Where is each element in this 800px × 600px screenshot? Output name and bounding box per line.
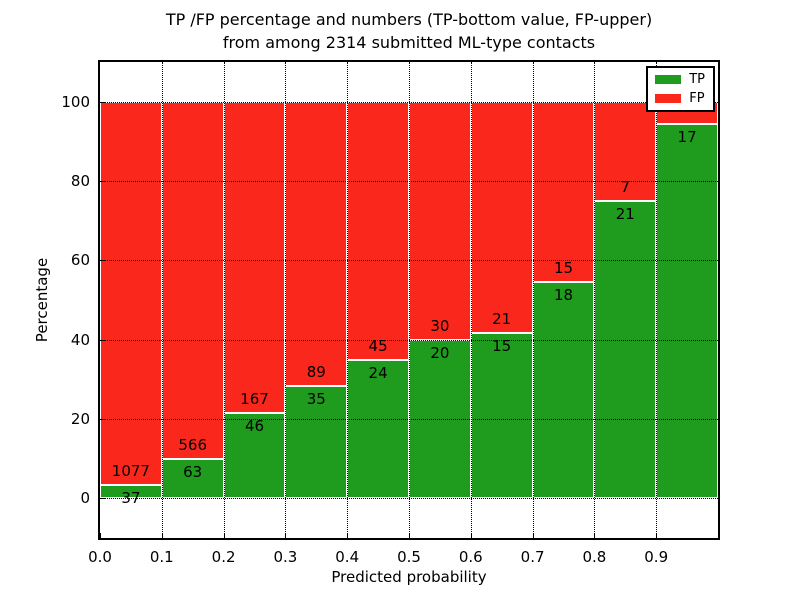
tp-count-label: 17 [677,127,697,146]
vertical-gridline [347,62,349,538]
fp-count-label: 89 [306,363,326,382]
x-tick-label: 0.3 [273,548,298,566]
x-tick-label: 0.2 [211,548,236,566]
tp-bar-segment [594,200,657,499]
tp-count-label: 21 [615,204,635,223]
y-tick-label: 100 [61,92,90,111]
y-tick-mark [100,101,105,103]
vertical-gridline [470,62,472,538]
y-tick-mark [100,498,105,500]
x-tick-mark [594,533,596,538]
x-tick-label: 0.6 [458,548,483,566]
fp-bar-segment [285,101,348,387]
fp-bar-segment [161,101,224,459]
fp-count-label: 7 [620,177,631,196]
legend-entry-tp: TP [655,72,705,87]
tp-bar-segment [532,281,595,499]
x-tick-mark [347,533,349,538]
x-axis-label: Predicted probability [331,568,487,586]
fp-count-label: 1077 [111,462,150,481]
fp-bar-segment [347,101,409,361]
x-tick-label: 0.7 [520,548,545,566]
x-tick-mark [656,533,658,538]
fp-bar-segment [409,101,471,340]
vertical-gridline [656,62,658,538]
y-tick-label: 80 [70,172,90,190]
tp-bar-segment [161,458,224,499]
x-tick-mark [223,533,225,538]
chart-title-line2: from among 2314 submitted ML-type contac… [222,33,596,52]
fp-count-label: 167 [240,389,269,408]
x-tick-mark [409,533,410,538]
y-tick-mark [100,339,105,341]
y-tick-label: 40 [70,330,90,349]
y-axis-label: Percentage [33,257,51,343]
tp-count-label: 18 [553,285,574,304]
tp-count-label: 46 [244,416,265,435]
tp-bar-segment [223,412,286,499]
y-tick-label: 0 [80,489,90,508]
tp-count-label: 63 [183,462,203,481]
fp-count-label: 30 [430,316,450,335]
x-tick-mark [532,533,534,538]
vertical-gridline [161,62,163,538]
x-tick-label: 0.1 [149,548,174,566]
tp-bar-segment [285,386,348,499]
vertical-gridline [594,62,596,538]
tp-count-label: 37 [121,489,141,508]
x-tick-label: 0.4 [335,548,360,566]
tp-count-label: 20 [430,343,450,362]
fp-count-label: 21 [492,310,512,329]
x-tick-mark [161,533,163,538]
y-tick-mark [100,181,105,182]
fp-count-label: 15 [553,258,574,277]
vertical-gridline [532,62,534,538]
legend: TP FP [646,66,715,112]
fp-bar-segment [470,101,533,334]
y-tick-label: 20 [70,410,90,428]
tp-legend-label: TP [689,72,705,87]
chart-title: TP /FP percentage and numbers (TP-bottom… [98,8,720,54]
chart-title-line1: TP /FP percentage and numbers (TP-bottom… [165,10,653,29]
vertical-gridline [285,62,287,538]
fp-bar-segment [223,101,286,413]
fp-bar-segment [100,101,162,486]
x-tick-mark [285,533,287,538]
fp-legend-label: FP [689,91,705,106]
tp-legend-swatch-icon [655,75,682,84]
y-tick-label: 60 [70,251,90,270]
tp-bar-segment [470,333,533,499]
vertical-gridline [409,62,410,538]
plot-area: 1077 37 566 63 167 46 89 35 45 24 30 20 21 15 15 18 7 21 1… [61,60,720,566]
y-tick-mark [100,260,105,262]
tp-count-label: 15 [492,337,512,356]
fp-count-label: 45 [368,337,388,356]
x-tick-label: 0.5 [397,548,421,566]
fp-legend-swatch-icon [655,94,682,103]
x-tick-mark [100,533,101,538]
tp-bar-segment [656,123,718,499]
plot-canvas: 1077 37 566 63 167 46 89 35 45 24 30 20 21 15 15 18 7 21 1… [100,62,718,538]
tp-bar-segment [100,485,162,499]
legend-entry-fp: FP [655,91,705,106]
vertical-gridline [223,62,225,538]
tp-count-label: 35 [306,390,326,409]
x-tick-label: 0.8 [582,548,607,566]
fp-count-label: 566 [178,435,208,454]
x-tick-mark [470,533,472,538]
tp-count-label: 24 [368,364,388,383]
y-tick-mark [100,419,105,420]
fp-bar-segment [532,101,595,282]
x-tick-label: 0.0 [88,548,112,566]
x-tick-label: 0.9 [644,548,669,566]
